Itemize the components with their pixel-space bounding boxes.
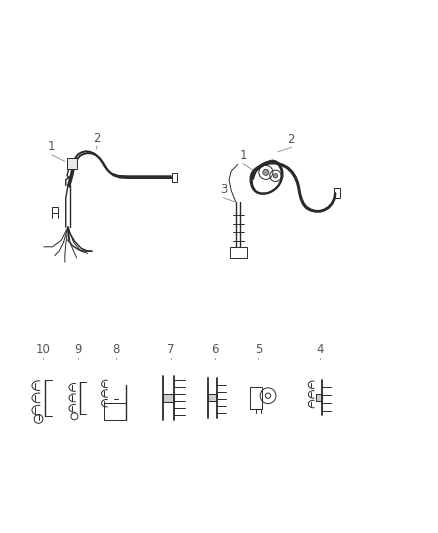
Bar	[172, 173, 177, 182]
Text: 10: 10	[35, 343, 50, 356]
Text: 7: 7	[167, 343, 175, 356]
Text: 2: 2	[287, 133, 295, 146]
Text: 1: 1	[48, 141, 56, 154]
Bar	[67, 158, 77, 169]
Text: 6: 6	[211, 343, 219, 356]
Text: 2: 2	[93, 132, 101, 145]
Text: 4: 4	[316, 343, 324, 356]
Text: 9: 9	[74, 343, 82, 356]
Text: 5: 5	[255, 343, 262, 356]
Text: 1: 1	[239, 149, 247, 162]
Text: 3: 3	[220, 183, 227, 197]
Bar	[208, 394, 217, 401]
Circle shape	[263, 169, 269, 175]
Bar	[334, 188, 340, 198]
Bar	[250, 387, 262, 409]
Bar	[316, 394, 322, 401]
Circle shape	[273, 174, 278, 178]
Text: 8: 8	[113, 343, 120, 356]
Bar	[163, 393, 174, 402]
Bar	[104, 403, 126, 420]
Bar	[230, 247, 247, 258]
